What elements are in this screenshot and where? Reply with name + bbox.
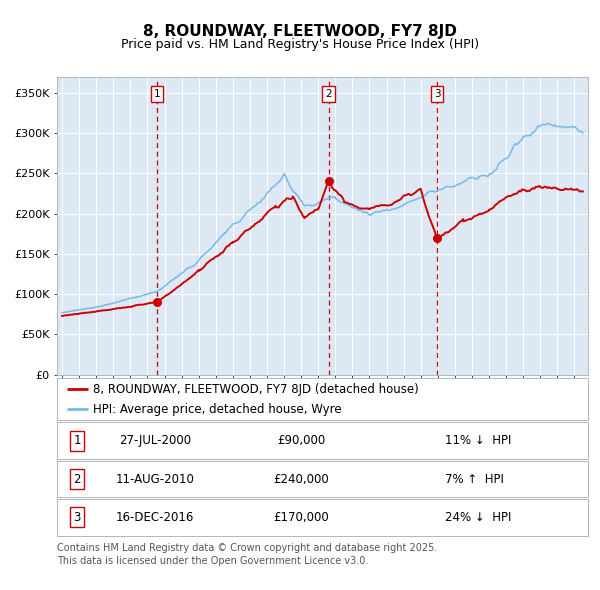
Text: 24% ↓  HPI: 24% ↓ HPI bbox=[445, 511, 511, 524]
Text: £170,000: £170,000 bbox=[274, 511, 329, 524]
Text: £90,000: £90,000 bbox=[277, 434, 325, 447]
Text: HPI: Average price, detached house, Wyre: HPI: Average price, detached house, Wyre bbox=[93, 403, 342, 416]
Text: £240,000: £240,000 bbox=[274, 473, 329, 486]
Text: 8, ROUNDWAY, FLEETWOOD, FY7 8JD: 8, ROUNDWAY, FLEETWOOD, FY7 8JD bbox=[143, 24, 457, 38]
Text: Price paid vs. HM Land Registry's House Price Index (HPI): Price paid vs. HM Land Registry's House … bbox=[121, 38, 479, 51]
Text: 2: 2 bbox=[325, 90, 332, 100]
Text: Contains HM Land Registry data © Crown copyright and database right 2025.
This d: Contains HM Land Registry data © Crown c… bbox=[57, 543, 437, 566]
Text: 27-JUL-2000: 27-JUL-2000 bbox=[119, 434, 191, 447]
Text: 1: 1 bbox=[154, 90, 161, 100]
Text: 11% ↓  HPI: 11% ↓ HPI bbox=[445, 434, 511, 447]
Text: 3: 3 bbox=[434, 90, 440, 100]
Text: 8, ROUNDWAY, FLEETWOOD, FY7 8JD (detached house): 8, ROUNDWAY, FLEETWOOD, FY7 8JD (detache… bbox=[93, 383, 419, 396]
Text: 2: 2 bbox=[73, 473, 81, 486]
Text: 11-AUG-2010: 11-AUG-2010 bbox=[116, 473, 194, 486]
Text: 7% ↑  HPI: 7% ↑ HPI bbox=[445, 473, 503, 486]
Text: 3: 3 bbox=[73, 511, 81, 524]
Text: 16-DEC-2016: 16-DEC-2016 bbox=[116, 511, 194, 524]
Text: 1: 1 bbox=[73, 434, 81, 447]
